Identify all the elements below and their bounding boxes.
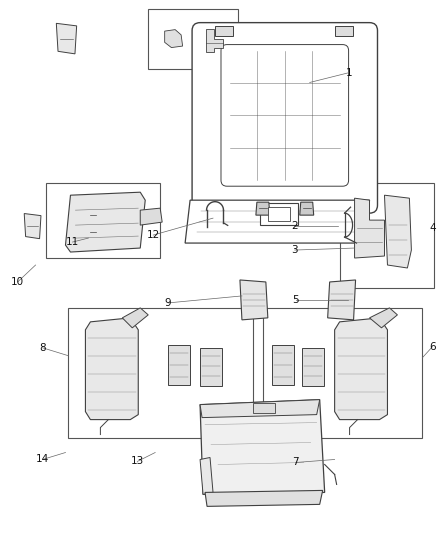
Bar: [215, 26, 233, 36]
Text: 10: 10: [11, 277, 24, 287]
Text: 11: 11: [66, 237, 79, 247]
Text: 1: 1: [346, 68, 353, 77]
Bar: [200, 348, 222, 386]
Polygon shape: [66, 192, 145, 252]
Bar: [148, 9, 238, 69]
Polygon shape: [256, 202, 270, 215]
Text: 12: 12: [147, 230, 160, 240]
Text: 14: 14: [36, 455, 49, 464]
Polygon shape: [200, 400, 320, 417]
Polygon shape: [185, 200, 370, 243]
Text: 7: 7: [293, 457, 299, 467]
Text: 13: 13: [131, 456, 144, 466]
Bar: [268, 207, 290, 221]
Polygon shape: [165, 30, 183, 47]
Polygon shape: [200, 400, 325, 495]
Text: 3: 3: [291, 245, 298, 255]
Text: 2: 2: [291, 221, 298, 231]
Polygon shape: [240, 280, 268, 320]
Bar: [46, 183, 160, 258]
Polygon shape: [200, 457, 213, 495]
Bar: [335, 26, 353, 36]
Polygon shape: [385, 195, 411, 268]
Bar: [263, 308, 422, 438]
FancyBboxPatch shape: [221, 45, 349, 186]
Polygon shape: [335, 318, 388, 419]
Text: 4: 4: [429, 223, 436, 233]
Polygon shape: [370, 308, 397, 328]
Polygon shape: [122, 308, 148, 328]
Bar: [302, 348, 324, 386]
Bar: [272, 345, 294, 385]
Bar: [68, 308, 253, 438]
Text: 8: 8: [39, 343, 46, 353]
Bar: [339, 183, 434, 288]
Polygon shape: [328, 280, 356, 320]
FancyBboxPatch shape: [192, 22, 378, 213]
Polygon shape: [206, 29, 223, 52]
Bar: [260, 203, 298, 225]
Bar: [168, 345, 190, 385]
Bar: [253, 402, 275, 413]
Polygon shape: [140, 208, 162, 225]
Polygon shape: [205, 490, 323, 506]
Text: 9: 9: [165, 298, 171, 308]
Polygon shape: [355, 198, 385, 258]
Text: 5: 5: [293, 295, 299, 305]
Polygon shape: [24, 214, 41, 239]
Polygon shape: [57, 23, 77, 54]
Polygon shape: [85, 318, 138, 419]
Polygon shape: [300, 202, 314, 215]
Text: 6: 6: [429, 342, 436, 352]
